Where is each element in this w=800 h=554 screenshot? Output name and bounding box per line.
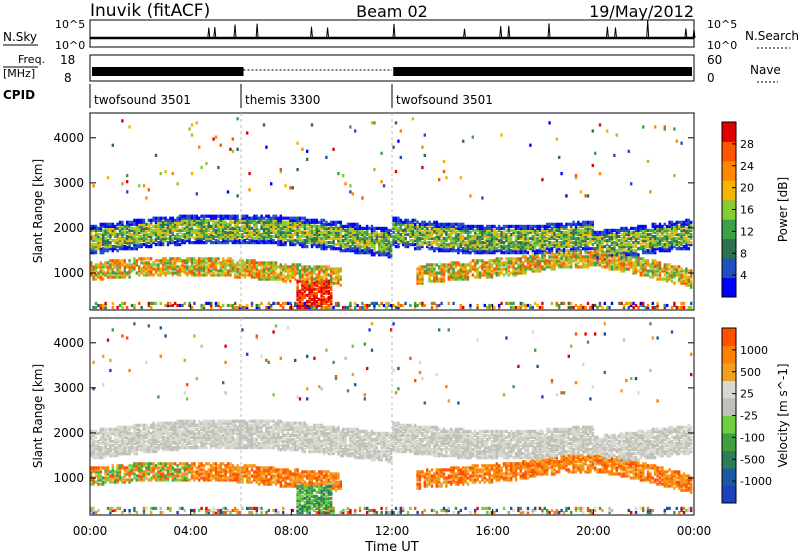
colorbar-swatch — [722, 433, 736, 451]
colorbar-swatch — [722, 180, 736, 201]
colorbar-swatch — [722, 380, 736, 399]
velocity-axes: 1000 2000 3000 4000 — [53, 318, 694, 515]
ytick-label: 2000 — [53, 221, 84, 235]
power-panel: 1000 2000 3000 4000 Slant Range [km] 4 8 12 16… — [31, 112, 790, 311]
freq-trace — [92, 67, 692, 76]
colorbar-tick-label: -100 — [740, 431, 765, 444]
nsky-line — [90, 20, 696, 39]
ytick-label: 3000 — [53, 381, 84, 395]
xaxis-label: Time UT — [364, 540, 418, 554]
cpid-row: CPID twofsound 3501 themis 3300 twofsound … — [3, 84, 493, 108]
colorbar-tick-label: 16 — [740, 204, 754, 217]
colorbar-tick-label: 500 — [740, 366, 761, 379]
colorbar-tick-label: -25 — [740, 410, 758, 423]
colorbar-label: Velocity [m s^-1] — [776, 363, 790, 467]
power-heatmap — [90, 117, 693, 310]
freq-top-tick: 18 — [60, 53, 75, 67]
ytick-label: 4000 — [53, 131, 84, 145]
time-axis: 00:00 04:00 08:00 12:00 16:00 20:00 00:00 — [73, 304, 712, 538]
xtick-label: 04:00 — [173, 524, 208, 538]
ytick-label: 1000 — [53, 471, 84, 485]
velocity-heatmap — [90, 322, 693, 515]
colorbar-tick-label: 25 — [740, 388, 754, 401]
nsearch-top-tick: 10^5 — [707, 18, 737, 31]
colorbar-tick-label: 1000 — [740, 344, 768, 357]
xtick-label: 00:00 — [677, 524, 712, 538]
colorbar-swatch — [722, 160, 736, 181]
nsky-bottom-tick: 10^0 — [55, 39, 85, 52]
velocity-ylabel: Slant Range [km] — [31, 364, 45, 468]
station-title: Inuvik (fitACF) — [90, 1, 210, 21]
power-axes: 1000 2000 3000 4000 — [53, 113, 694, 310]
colorbar-swatch — [722, 328, 736, 346]
nave-top-tick: 60 — [707, 53, 722, 67]
ytick-label: 4000 — [53, 336, 84, 350]
colorbar-swatch — [722, 277, 736, 298]
freq-unit: [MHz] — [3, 67, 35, 80]
colorbar-swatch — [722, 485, 736, 504]
colorbar-swatch — [722, 122, 736, 142]
date-title: 19/May/2012 — [589, 2, 694, 21]
colorbar-swatch — [722, 398, 736, 416]
nsky-frame — [89, 19, 695, 48]
colorbar-swatch — [722, 468, 736, 486]
colorbar-tick-label: 12 — [740, 225, 754, 238]
ytick-label: 1000 — [53, 266, 84, 280]
colorbar-swatch — [722, 258, 736, 279]
freq-frame — [89, 54, 695, 82]
power-colorbar: 4 8 12 16 20 24 28 Power [dB] — [721, 121, 790, 298]
cpid-label: CPID — [3, 88, 35, 102]
cpid-segment-label: twofsound 3501 — [94, 93, 191, 107]
cpid-segment-label: twofsound 3501 — [396, 93, 493, 107]
nsearch-label: N.Search — [745, 29, 799, 43]
ytick-label: 2000 — [53, 426, 84, 440]
colorbar-tick-label: 24 — [740, 160, 754, 173]
colorbar-tick-label: 20 — [740, 182, 754, 195]
velocity-colorbar: -1000 -500 -100 -25 25 500 1000 Velocity [m s^-… — [721, 327, 790, 504]
colorbar-swatch — [722, 363, 736, 381]
freq-bottom-tick: 8 — [64, 71, 72, 85]
freq-band-1 — [92, 67, 244, 76]
colorbar-tick-label: -500 — [740, 453, 765, 466]
colorbar-swatch — [722, 238, 736, 259]
nsky-trace — [90, 20, 696, 40]
freq-band-2 — [393, 67, 692, 76]
colorbar-swatch — [722, 415, 736, 434]
xtick-label: 08:00 — [274, 524, 309, 538]
nave-label: Nave — [750, 63, 781, 77]
colorbar-tick-label: 8 — [740, 247, 747, 260]
colorbar-swatch — [722, 141, 736, 162]
power-ylabel: Slant Range [km] — [31, 159, 45, 263]
nsky-label: N.Sky — [3, 30, 37, 44]
colorbar-swatch — [722, 219, 736, 240]
cpid-segment-label: themis 3300 — [245, 93, 320, 107]
colorbar-tick-label: -1000 — [740, 475, 772, 488]
freq-label: Freq. — [18, 53, 45, 66]
freq-panel: Freq. [MHz] 18 8 60 0 Nave — [3, 53, 781, 85]
ytick-label: 3000 — [53, 176, 84, 190]
nsky-top-tick: 10^5 — [55, 18, 85, 31]
colorbar-swatch — [722, 345, 736, 364]
cpid-segments: twofsound 3501 themis 3300 twofsound 3501 — [89, 84, 493, 108]
xtick-label: 16:00 — [475, 524, 510, 538]
xtick-label: 20:00 — [576, 524, 611, 538]
xtick-label: 00:00 — [73, 524, 108, 538]
colorbar-swatch — [722, 450, 736, 469]
nsearch-bottom-tick: 10^0 — [707, 39, 737, 52]
colorbar-label: Power [dB] — [776, 177, 790, 242]
beam-title: Beam 02 — [356, 2, 428, 21]
xtick-label: 12:00 — [375, 524, 410, 538]
colorbar-tick-label: 28 — [740, 138, 754, 151]
colorbar-swatch — [722, 199, 736, 220]
nsky-panel: N.Sky 10^5 10^0 10^5 10^0 N.Search — [3, 18, 799, 52]
colorbar-tick-label: 4 — [740, 269, 747, 282]
nave-bottom-tick: 0 — [707, 71, 715, 85]
